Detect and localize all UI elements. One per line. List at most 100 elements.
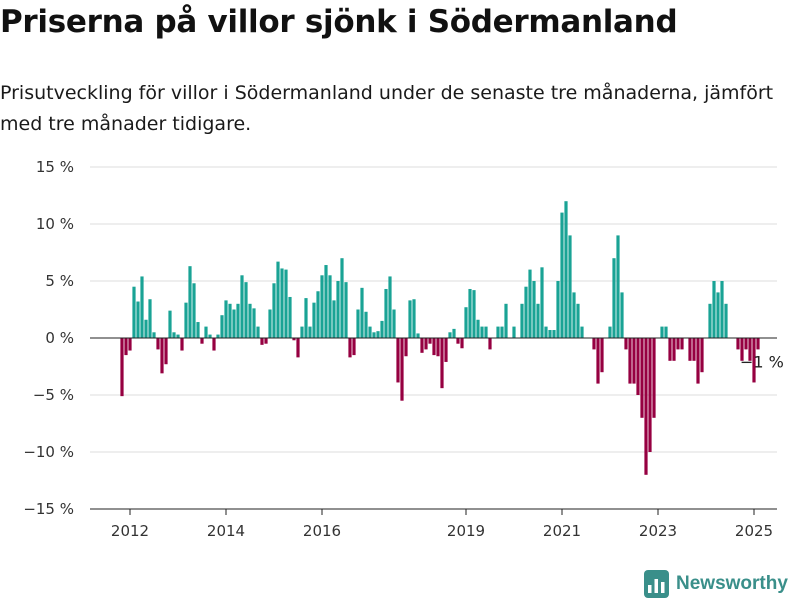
bar: [324, 265, 328, 338]
bar: [716, 292, 720, 338]
bar: [280, 268, 284, 338]
bar: [440, 338, 444, 389]
bar-series: [90, 201, 777, 475]
bar: [392, 309, 396, 338]
bar: [160, 338, 164, 374]
bar: [424, 338, 428, 350]
bar: [748, 338, 752, 361]
bar: [660, 326, 664, 338]
bar: [472, 290, 476, 338]
bar: [552, 330, 556, 338]
bar: [352, 338, 356, 356]
bar: [136, 301, 140, 338]
bar: [504, 303, 508, 338]
bar: [140, 276, 144, 338]
bar: [672, 338, 676, 361]
y-tick-label: 15 %: [36, 158, 74, 176]
bar: [276, 261, 280, 338]
bar: [528, 269, 532, 338]
bar: [456, 338, 460, 344]
bar: [132, 286, 136, 338]
bar: [632, 338, 636, 384]
bar: [148, 299, 152, 338]
bar: [712, 281, 716, 338]
bar: [448, 332, 452, 338]
bar: [688, 338, 692, 361]
bar: [264, 338, 268, 344]
bar: [624, 338, 628, 350]
last-value-label: −1 %: [740, 353, 784, 372]
bar: [384, 288, 388, 338]
bar: [340, 258, 344, 338]
bar: [416, 333, 420, 338]
bar: [152, 332, 156, 338]
bar: [328, 275, 332, 338]
bar: [248, 303, 252, 338]
x-tick-label: 2012: [111, 522, 149, 540]
bar: [436, 338, 440, 357]
bar: [208, 334, 212, 338]
bar: [412, 299, 416, 338]
bar: [452, 328, 456, 338]
bar: [564, 201, 568, 338]
bar: [468, 288, 472, 338]
bar: [332, 300, 336, 338]
chart-subtitle: Prisutveckling för villor i Södermanland…: [0, 82, 774, 135]
bar: [304, 298, 308, 338]
bar: [700, 338, 704, 373]
y-tick-label: 5 %: [45, 272, 74, 290]
bar: [692, 338, 696, 361]
y-tick-label: −5 %: [33, 386, 74, 404]
bar: [372, 332, 376, 338]
bar: [512, 326, 516, 338]
x-tick-label: 2019: [447, 522, 485, 540]
bar: [724, 303, 728, 338]
bar: [252, 308, 256, 338]
bar: [708, 303, 712, 338]
bar: [292, 338, 296, 341]
bar: [344, 282, 348, 338]
bar: [520, 303, 524, 338]
bar: [144, 319, 148, 338]
bar: [676, 338, 680, 350]
bar: [432, 338, 436, 356]
bar: [284, 269, 288, 338]
bar: [484, 326, 488, 338]
bar: [408, 300, 412, 338]
bar: [288, 296, 292, 338]
bar: [488, 338, 492, 350]
bar: [268, 309, 272, 338]
bar: [128, 338, 132, 351]
bar: [228, 303, 232, 338]
bar: [556, 281, 560, 338]
bar: [244, 282, 248, 338]
bar: [120, 338, 124, 397]
bar: [180, 338, 184, 351]
bar: [296, 338, 300, 358]
bar: [316, 291, 320, 338]
bar: [368, 326, 372, 338]
bar: [476, 319, 480, 338]
bar: [364, 311, 368, 338]
bar: [176, 334, 180, 338]
bar: [572, 292, 576, 338]
x-tick-label: 2014: [207, 522, 245, 540]
bar: [532, 281, 536, 338]
bar: [608, 326, 612, 338]
bar: [620, 292, 624, 338]
bar: [168, 310, 172, 338]
y-tick-label: −10 %: [23, 443, 74, 461]
bar: [548, 330, 552, 338]
newsworthy-brand[interactable]: Newsworthy: [644, 569, 788, 599]
y-tick-label: 10 %: [36, 215, 74, 233]
bar: [376, 331, 380, 338]
bar: [404, 338, 408, 357]
bar: [388, 276, 392, 338]
bar: [560, 212, 564, 338]
bar: [464, 307, 468, 338]
bar: [300, 326, 304, 338]
bar: [496, 326, 500, 338]
bar: [192, 283, 196, 338]
bar: [612, 258, 616, 338]
